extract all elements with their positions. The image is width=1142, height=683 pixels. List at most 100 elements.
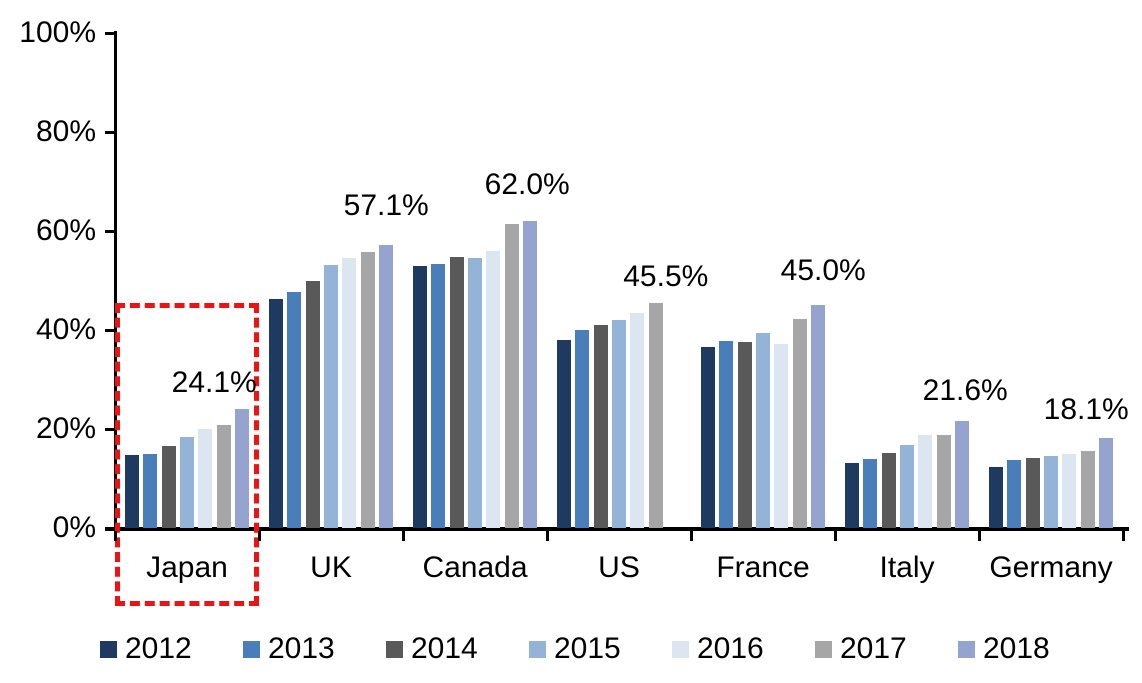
value-label-uk: 57.1% [343,189,429,223]
bar-uk-2018 [379,245,394,528]
value-label-canada: 62.0% [484,168,570,202]
y-axis-tick-label: 100% [19,16,96,49]
x-axis-tick [834,531,837,541]
legend-swatch-2016 [672,641,689,658]
legend-label-2017: 2017 [840,632,907,665]
bar-italy-2016 [918,435,933,528]
legend-label-2012: 2012 [125,632,192,665]
bar-italy-2014 [881,452,896,528]
bar-france-2017 [792,318,807,528]
legend: 2012 2013 2014 2015 2016 2017 2018 [0,630,1142,670]
category-label-japan: Japan [146,551,228,584]
bar-japan-2018 [235,408,250,528]
value-label-france: 45.0% [780,254,866,288]
legend-label-2014: 2014 [411,632,478,665]
bar-germany-2016 [1062,453,1077,528]
legend-label-2016: 2016 [697,632,764,665]
bar-uk-2015 [324,264,338,528]
y-axis-tick [105,130,115,134]
category-label-canada: Canada [422,551,528,584]
bar-japan-2014 [161,446,176,528]
y-axis-tick [105,229,115,233]
category-label-uk: UK [310,551,352,584]
bar-canada-2012 [412,265,427,528]
bar-germany-2015 [1044,456,1058,528]
x-axis-tick [1122,531,1125,541]
bar-france-2012 [700,347,715,528]
bar-us-2014 [593,325,608,528]
bar-germany-2012 [988,466,1003,528]
legend-swatch-2012 [100,641,117,658]
bar-france-2018 [811,305,826,528]
legend-swatch-2015 [529,641,546,658]
legend-swatch-2013 [243,641,260,658]
x-axis-tick [546,531,549,541]
y-axis-tick-label: 60% [35,214,96,247]
bar-germany-2017 [1080,451,1095,528]
value-label-japan: 24.1% [171,365,257,399]
category-label-italy: Italy [879,551,935,584]
y-axis-tick-label: 80% [35,115,96,148]
bar-canada-2018 [523,221,538,528]
legend-swatch-2014 [386,641,403,658]
bar-japan-2012 [124,454,139,528]
x-axis-tick [114,531,117,541]
x-axis-tick [258,531,261,541]
bar-japan-2016 [198,429,213,528]
bar-italy-2017 [936,434,951,528]
bar-us-2015 [612,319,626,528]
bar-uk-2014 [305,281,320,528]
bar-japan-2015 [180,437,194,528]
bar-japan-2017 [216,425,231,528]
y-axis-tick [105,328,115,332]
bar-italy-2012 [844,462,859,528]
legend-label-2013: 2013 [268,632,335,665]
bar-canada-2013 [431,263,446,528]
category-label-germany: Germany [989,551,1113,584]
value-label-germany: 18.1% [1043,393,1129,427]
bar-france-2016 [774,343,789,528]
y-axis-tick [105,31,115,35]
bar-canada-2016 [486,250,501,528]
bar-us-2013 [575,330,590,528]
legend-label-2018: 2018 [983,632,1050,665]
y-axis-tick-label: 40% [35,313,96,346]
bar-us-2017 [648,302,663,528]
bar-france-2015 [756,333,770,528]
value-label-us: 45.5% [623,259,709,293]
bar-japan-2013 [143,453,158,528]
bar-italy-2015 [900,444,914,528]
bar-france-2014 [737,341,752,528]
legend-swatch-2017 [815,641,832,658]
bar-germany-2013 [1007,459,1022,528]
x-axis-tick [402,531,405,541]
category-label-us: US [598,551,640,584]
bar-germany-2018 [1099,438,1114,528]
value-label-italy: 21.6% [922,374,1008,408]
x-axis-tick [690,531,693,541]
y-axis-tick-label: 0% [52,511,96,544]
legend-swatch-2018 [958,641,975,658]
category-label-france: France [716,551,810,584]
bar-france-2013 [719,340,734,528]
bar-italy-2013 [863,458,878,528]
bar-canada-2017 [504,223,519,528]
x-axis-tick [978,531,981,541]
bar-us-2016 [630,312,645,528]
bar-canada-2014 [449,256,464,528]
y-axis-tick [105,427,115,431]
bar-uk-2012 [268,298,283,528]
bar-italy-2018 [955,421,970,528]
bar-uk-2017 [360,252,375,528]
highlight-box-japan [115,303,259,606]
y-axis-tick-label: 20% [35,412,96,445]
bar-uk-2013 [287,291,302,528]
bar-germany-2014 [1025,457,1040,528]
legend-label-2015: 2015 [554,632,621,665]
bar-uk-2016 [342,258,357,528]
bar-us-2012 [556,339,571,528]
bar-canada-2015 [468,258,482,528]
x-axis-line [105,527,1129,531]
y-axis-line [114,31,117,530]
